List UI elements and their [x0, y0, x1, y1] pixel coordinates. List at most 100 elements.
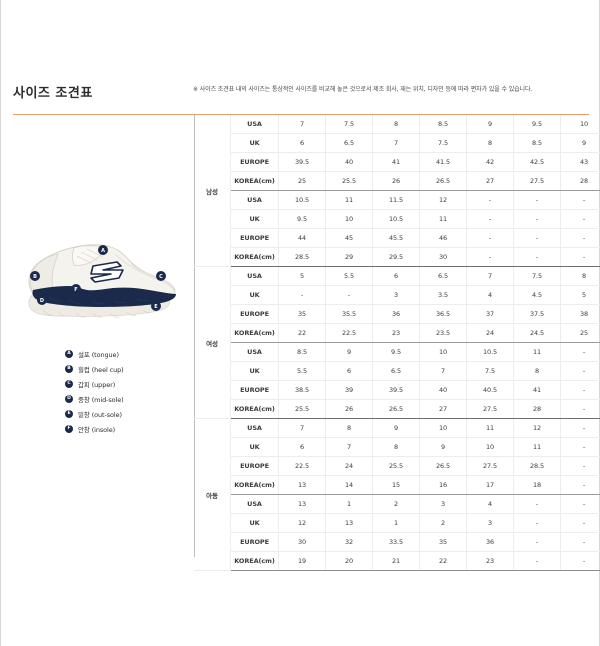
- table-row: UK 12 13 1 2 3- -: [194, 513, 600, 533]
- size-cell: 36: [466, 532, 514, 552]
- size-cell: 22.5: [278, 456, 326, 476]
- size-cell: 9: [560, 133, 600, 153]
- size-cell: -: [560, 247, 600, 267]
- table-row: KOREA(cm) 13 14 15 16 17 18-: [194, 475, 600, 495]
- size-cell: 39: [325, 380, 373, 400]
- table-row: UK 5.5 6 6.5 7 7.5 8-: [194, 361, 600, 381]
- size-cell: 28.5: [513, 456, 561, 476]
- svg-text:E: E: [154, 304, 158, 310]
- size-cell: 7: [466, 266, 514, 286]
- size-cell: 6: [278, 133, 326, 153]
- size-cell: 7.5: [513, 266, 561, 286]
- size-cell: 10.5: [278, 190, 326, 210]
- size-cell: 2: [372, 494, 420, 514]
- size-cell: 26.5: [372, 399, 420, 419]
- diagram-legend: A 설포 (tongue) B 힐컵 (heel cup) C 갑피 (uppe…: [65, 346, 185, 436]
- size-cell: 38.5: [278, 380, 326, 400]
- size-cell: 3: [466, 513, 514, 533]
- table-row: UK 6 6.5 7 7.5 8 8.5 9: [194, 133, 600, 153]
- size-cell: -: [513, 190, 561, 210]
- table-row: 아동 USA 7 8 9 10 11 12-: [194, 418, 600, 571]
- row-header: UK: [230, 437, 279, 457]
- size-cell: 5.5: [325, 266, 373, 286]
- size-cell: 30: [278, 532, 326, 552]
- legend-label-c: 갑피 (upper): [78, 380, 116, 389]
- size-cell: 22.5: [325, 323, 373, 343]
- table-row: KOREA(cm) 19 20 21 22 23- -: [194, 551, 600, 571]
- size-cell: -: [560, 190, 600, 210]
- legend-item-a: A 설포 (tongue): [65, 346, 185, 361]
- shoe-anatomy-diagram: A B C D E: [19, 232, 184, 324]
- table-row: KOREA(cm) 25 25.5 26 26.5 27 27.5 28: [194, 171, 600, 191]
- row-header: USA: [230, 115, 279, 134]
- size-cell: -: [560, 380, 600, 400]
- size-cell: 23: [372, 323, 420, 343]
- size-cell: 3.5: [419, 285, 467, 305]
- size-cell: -: [560, 494, 600, 514]
- size-cell: -: [560, 437, 600, 457]
- size-cell: 35: [278, 304, 326, 324]
- size-cell: 10: [325, 209, 373, 229]
- size-cell: -: [513, 551, 561, 571]
- size-cell: 11: [466, 418, 514, 438]
- size-cell: 11: [325, 190, 373, 210]
- size-cell: 27: [466, 171, 514, 191]
- size-cell: 3: [372, 285, 420, 305]
- svg-text:C: C: [159, 274, 163, 280]
- size-cell: 5: [560, 285, 600, 305]
- size-cell: -: [560, 342, 600, 362]
- legend-label-a: 설포 (tongue): [78, 350, 119, 359]
- diagram-panel: A B C D E: [1, 120, 191, 560]
- table-row: KOREA(cm) 28.5 29 29.5 30- - -: [194, 247, 600, 267]
- size-cell: 36: [372, 304, 420, 324]
- size-conversion-table: 남성 USA 7 7.5 8 8.5 9 9.5 10 UK 6 6.5 7 7.5 8 8.5 9 EUROPE…: [194, 115, 600, 571]
- size-cell: 26: [325, 399, 373, 419]
- row-header: UK: [230, 361, 279, 381]
- size-cell: 22: [278, 323, 326, 343]
- row-header: UK: [230, 133, 279, 153]
- row-header: EUROPE: [230, 380, 279, 400]
- size-cell: -: [278, 285, 326, 305]
- size-cell: 37: [466, 304, 514, 324]
- size-cell: -: [513, 494, 561, 514]
- size-cell: 27: [419, 399, 467, 419]
- size-cell: 44: [278, 228, 326, 248]
- size-cell: 4: [466, 494, 514, 514]
- size-cell: 9: [466, 115, 514, 134]
- size-cell: -: [466, 190, 514, 210]
- size-cell: 24: [466, 323, 514, 343]
- legend-item-e: E 밑창 (out-sole): [65, 406, 185, 421]
- size-cell: 38: [560, 304, 600, 324]
- size-cell: 8: [560, 266, 600, 286]
- row-header: USA: [230, 494, 279, 514]
- page-header: 사이즈 조견표 ※ 사이즈 조견표 내의 사이즈는 통상적인 사이즈를 비교해 …: [1, 82, 600, 116]
- size-cell: 7: [372, 133, 420, 153]
- row-header: UK: [230, 285, 279, 305]
- size-cell: -: [513, 209, 561, 229]
- diagram-marker-c: C: [156, 271, 166, 281]
- row-header: UK: [230, 209, 279, 229]
- size-cell: 6: [278, 437, 326, 457]
- size-cell: -: [513, 532, 561, 552]
- row-header: KOREA(cm): [230, 399, 279, 419]
- size-cell: 45.5: [372, 228, 420, 248]
- size-cell: 29: [325, 247, 373, 267]
- group-label-1: 남성: [194, 115, 231, 267]
- table-row: USA 8.5 9 9.5 10 10.5 11-: [194, 342, 600, 362]
- size-cell: 9: [372, 418, 420, 438]
- diagram-marker-a: A: [98, 245, 108, 255]
- size-cell: -: [466, 209, 514, 229]
- row-header: KOREA(cm): [230, 247, 279, 267]
- size-cell: 10.5: [372, 209, 420, 229]
- size-cell: -: [466, 247, 514, 267]
- size-cell: 7: [419, 361, 467, 381]
- legend-label-b: 힐컵 (heel cup): [78, 365, 124, 374]
- size-cell: -: [560, 551, 600, 571]
- row-header: KOREA(cm): [230, 551, 279, 571]
- size-cell: 25: [278, 171, 326, 191]
- diagram-marker-f: F: [71, 284, 81, 294]
- size-cell: 35: [419, 532, 467, 552]
- size-cell: 42: [466, 152, 514, 172]
- diagram-marker-d: D: [37, 295, 47, 305]
- row-header: KOREA(cm): [230, 171, 279, 191]
